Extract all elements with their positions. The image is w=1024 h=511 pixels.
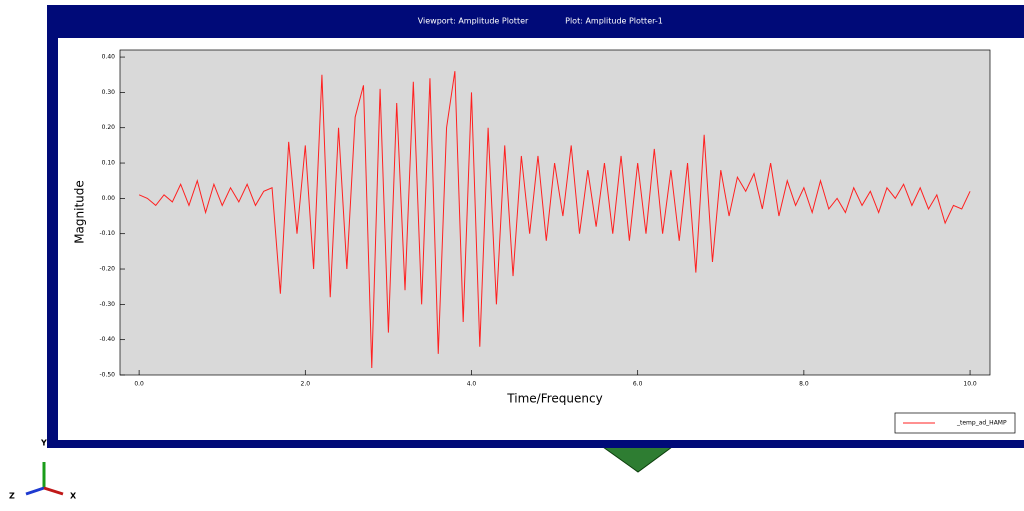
page: {"window": {"viewport_label": "Viewport:… (0, 0, 1024, 507)
triad-z (26, 488, 44, 494)
y-tick-label: -0.40 (99, 336, 115, 343)
x-tick-label: 2.0 (301, 381, 311, 388)
x-tick-label: 8.0 (799, 381, 809, 388)
y-tick-label: -0.10 (99, 230, 115, 237)
triad-x (44, 488, 63, 494)
x-tick-label: 6.0 (633, 381, 643, 388)
plot-title: Plot: Amplitude Plotter-1 (565, 17, 663, 26)
chart: Magnitude Time/Frequency 0.40 0.30 0.20 0.1… (73, 50, 991, 406)
y-tick-label: 0.00 (102, 195, 116, 202)
y-axis-label: Magnitude (73, 180, 87, 244)
x-tick-label: 0.0 (134, 381, 144, 388)
mesh-model (603, 447, 672, 472)
y-tick-label: 0.30 (102, 89, 116, 96)
legend-label: _temp_ad_HAMP (956, 420, 1007, 427)
y-tick-label: 0.10 (102, 160, 116, 167)
y-tick-label: -0.30 (99, 301, 115, 308)
screen: Viewport: Amplitude Plotter Plot: Amplit… (0, 0, 1024, 507)
triad-label: Y (40, 439, 47, 448)
viewport-title: Viewport: Amplitude Plotter (418, 17, 529, 26)
x-axis-label: Time/Frequency (506, 392, 602, 406)
x-tick-label: 10.0 (963, 381, 977, 388)
y-tick-label: -0.50 (99, 372, 115, 379)
y-tick-label: 0.40 (102, 54, 116, 61)
triad-label: X (70, 492, 77, 501)
y-tick-label: -0.20 (99, 266, 115, 273)
triad-label: Z (9, 492, 15, 501)
y-tick-label: 0.20 (102, 124, 116, 131)
x-tick-label: 4.0 (467, 381, 477, 388)
plot-area (120, 50, 990, 375)
